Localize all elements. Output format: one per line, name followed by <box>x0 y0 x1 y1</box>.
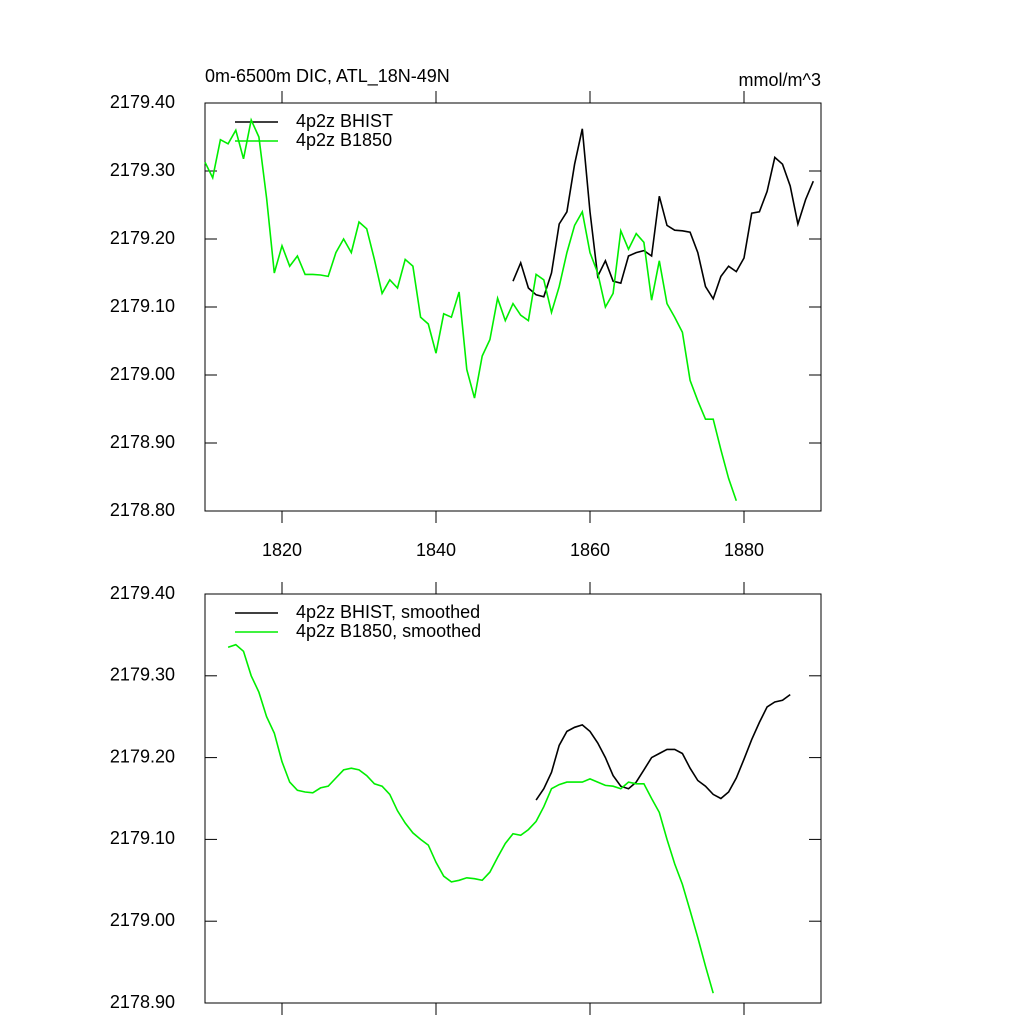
plot-frame <box>204 593 822 1004</box>
units-label: mmol/m^3 <box>739 70 821 90</box>
y-tick-label: 2178.90 <box>110 992 175 1012</box>
plot-frame <box>204 102 822 512</box>
data-line <box>204 117 738 502</box>
y-tick-label: 2179.20 <box>110 746 175 766</box>
legend-label: 4p2z B1850, smoothed <box>296 621 481 641</box>
x-tick-label: 1880 <box>724 540 764 560</box>
y-tick-label: 2178.80 <box>110 500 175 520</box>
data-line <box>512 128 815 301</box>
y-tick-label: 2179.40 <box>110 583 175 603</box>
x-tick-label: 1820 <box>262 540 302 560</box>
data-line <box>227 643 714 994</box>
y-tick-label: 2179.10 <box>110 828 175 848</box>
y-tick-label: 2179.00 <box>110 364 175 384</box>
x-tick-label: 1860 <box>570 540 610 560</box>
data-line <box>535 693 791 801</box>
x-tick-label: 1840 <box>416 540 456 560</box>
y-tick-label: 2179.40 <box>110 92 175 112</box>
legend-label: 4p2z B1850 <box>296 130 392 150</box>
chart-title: 0m-6500m DIC, ATL_18N-49N <box>205 66 450 87</box>
y-tick-label: 2179.20 <box>110 228 175 248</box>
y-tick-label: 2179.00 <box>110 910 175 930</box>
legend-label: 4p2z BHIST <box>296 111 393 131</box>
y-tick-label: 2178.90 <box>110 432 175 452</box>
legend-label: 4p2z BHIST, smoothed <box>296 602 480 622</box>
y-tick-label: 2179.30 <box>110 160 175 180</box>
y-tick-label: 2179.30 <box>110 665 175 685</box>
y-tick-label: 2179.10 <box>110 296 175 316</box>
